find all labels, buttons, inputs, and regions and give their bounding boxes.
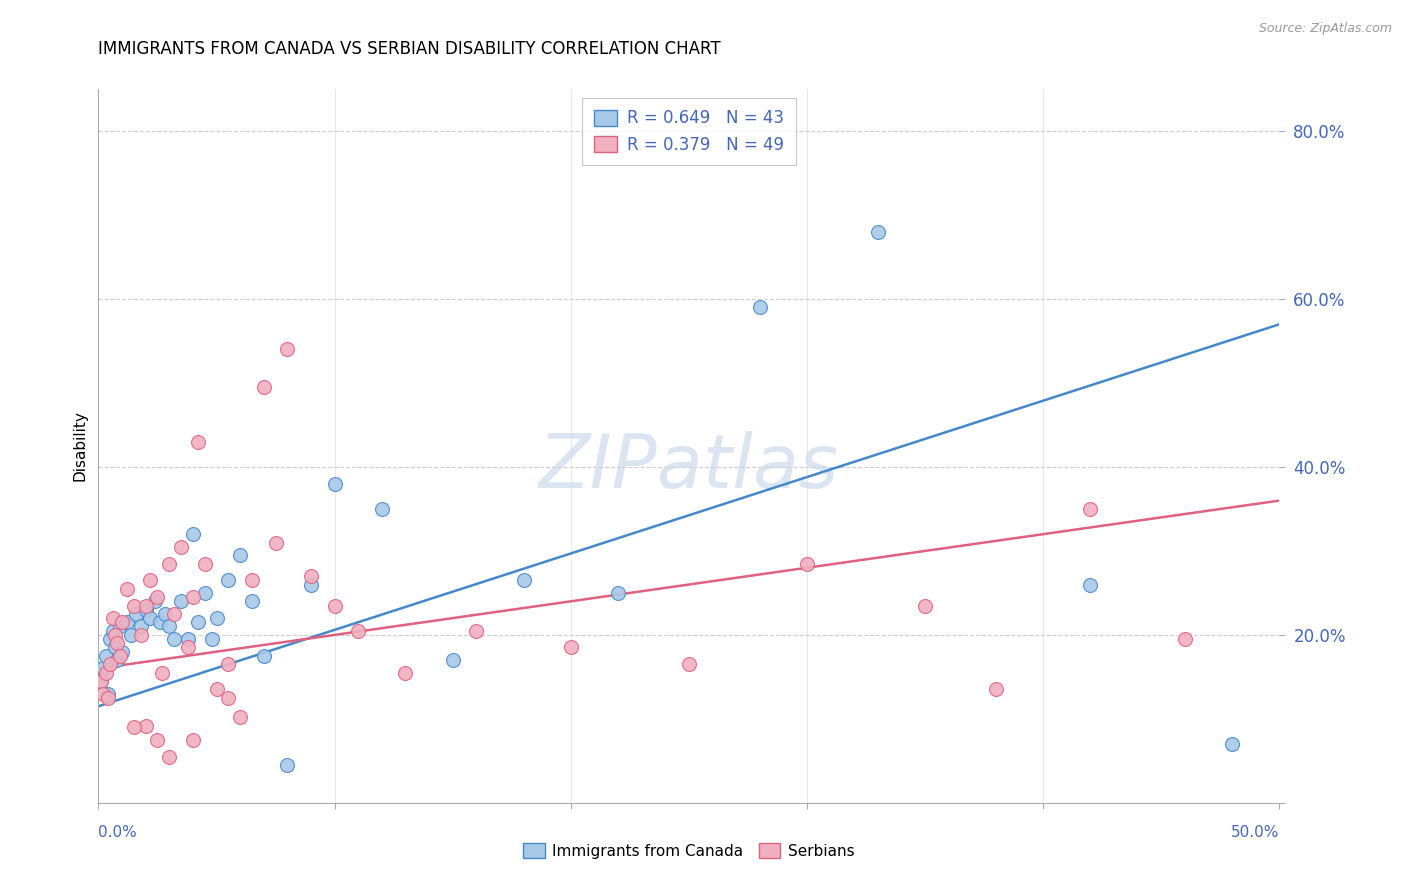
Point (441, 653, 464, 667)
Point (194, 557, 217, 571)
Point (796, 557, 818, 571)
Point (157, 557, 180, 571)
Point (91, 687, 114, 701)
Point (97, 690, 120, 705)
Point (98, 632, 121, 646)
Point (104, 628, 127, 642)
Point (122, 720, 145, 734)
Point (157, 619, 180, 633)
Point (748, 301, 770, 315)
Point (181, 527, 204, 541)
Point (94, 648, 117, 663)
Point (201, 632, 224, 646)
Point (97, 687, 120, 701)
Point (94, 665, 117, 680)
Point (177, 632, 200, 646)
Text: Source: ZipAtlas.com: Source: ZipAtlas.com (1258, 22, 1392, 36)
Point (560, 640, 582, 655)
Point (323, 476, 346, 491)
Text: 0.0%: 0.0% (98, 825, 138, 840)
Point (1080, 502, 1102, 516)
Point (90, 674, 112, 689)
Point (153, 607, 176, 621)
Point (170, 594, 193, 608)
Legend: Immigrants from Canada, Serbians: Immigrants from Canada, Serbians (516, 836, 862, 866)
Point (866, 225, 889, 239)
Point (217, 690, 239, 705)
Point (115, 615, 138, 630)
Point (205, 682, 228, 697)
Point (163, 607, 186, 621)
Text: IMMIGRANTS FROM CANADA VS SERBIAN DISABILITY CORRELATION CHART: IMMIGRANTS FROM CANADA VS SERBIAN DISABI… (98, 40, 721, 58)
Point (157, 749, 180, 764)
Point (170, 540, 193, 554)
Point (122, 599, 145, 613)
Point (108, 619, 131, 633)
Point (229, 710, 252, 724)
Point (187, 434, 209, 449)
Point (1080, 577, 1102, 591)
Point (135, 599, 157, 613)
Point (217, 657, 239, 672)
Point (394, 665, 416, 680)
Point (465, 624, 488, 638)
Point (101, 611, 124, 625)
Point (115, 582, 138, 596)
Point (139, 574, 162, 588)
Y-axis label: Disability: Disability (72, 410, 87, 482)
Point (187, 615, 209, 630)
Point (914, 599, 936, 613)
Point (177, 640, 200, 655)
Point (98, 657, 121, 672)
Point (129, 619, 152, 633)
Point (125, 607, 148, 621)
Point (108, 648, 131, 663)
Point (121, 628, 143, 642)
Text: ZIPatlas: ZIPatlas (538, 432, 839, 503)
Point (276, 343, 298, 357)
Point (146, 732, 169, 747)
Point (264, 535, 287, 549)
Text: 50.0%: 50.0% (1232, 825, 1279, 840)
Point (299, 569, 322, 583)
Point (150, 665, 173, 680)
Point (181, 590, 204, 604)
Point (240, 574, 263, 588)
Point (139, 611, 162, 625)
Point (240, 594, 263, 608)
Point (512, 574, 534, 588)
Point (607, 586, 630, 600)
Point (1174, 632, 1197, 646)
Point (101, 624, 124, 638)
Point (105, 653, 128, 667)
Point (229, 548, 252, 562)
Point (194, 586, 217, 600)
Point (135, 603, 157, 617)
Point (253, 648, 276, 663)
Point (90, 674, 112, 689)
Point (111, 645, 134, 659)
Point (678, 657, 700, 672)
Point (276, 758, 298, 772)
Point (253, 380, 276, 394)
Point (181, 732, 204, 747)
Point (111, 615, 134, 630)
Point (149, 615, 172, 630)
Point (105, 636, 128, 650)
Point (146, 590, 169, 604)
Point (205, 611, 228, 625)
Point (299, 577, 322, 591)
Point (1220, 737, 1243, 751)
Point (163, 632, 186, 646)
Point (371, 502, 394, 516)
Point (217, 574, 239, 588)
Point (984, 682, 1007, 697)
Point (129, 628, 152, 642)
Point (104, 640, 127, 655)
Point (91, 661, 114, 675)
Point (347, 624, 370, 638)
Point (143, 594, 166, 608)
Point (323, 599, 346, 613)
Point (135, 718, 157, 732)
